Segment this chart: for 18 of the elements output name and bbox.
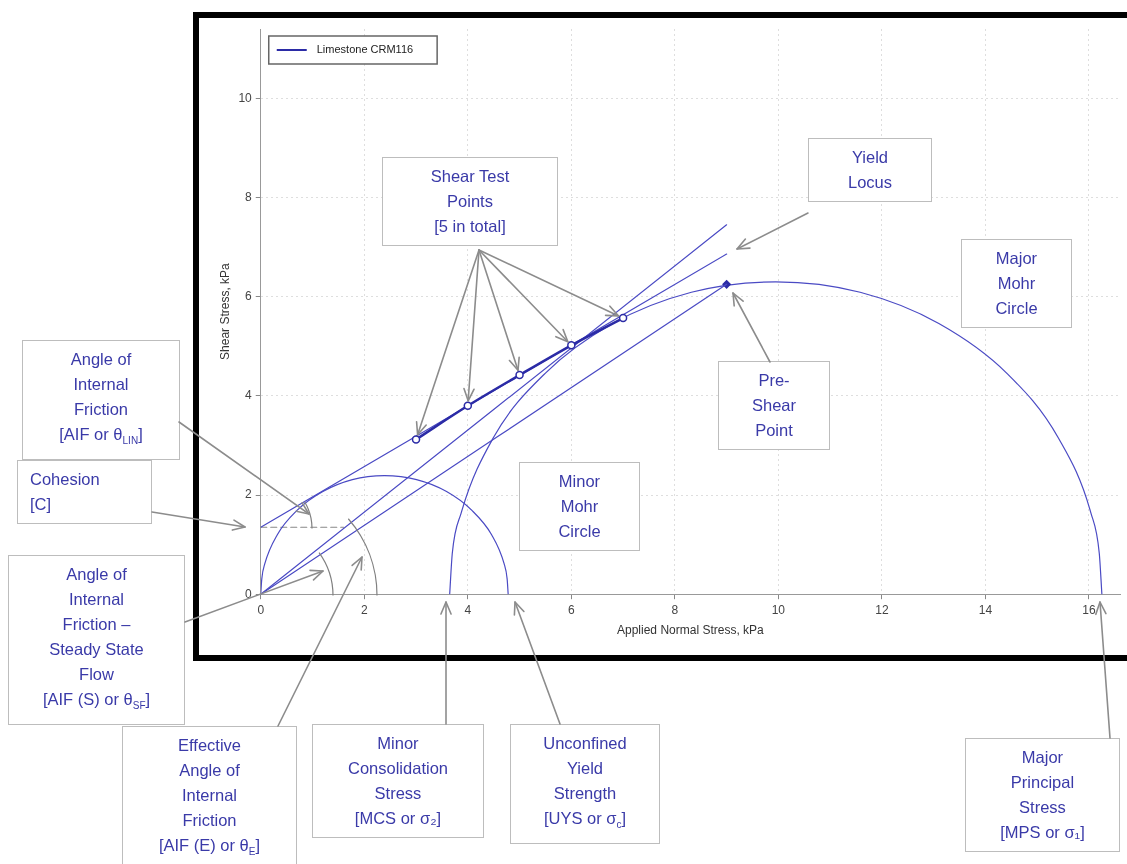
x-tick-label: 8 bbox=[671, 602, 679, 617]
x-tick-label: 16 bbox=[1082, 602, 1096, 617]
y-tick-label: 8 bbox=[245, 189, 253, 204]
y-axis-title: Shear Stress, kPa bbox=[217, 262, 232, 360]
x-axis-title: Applied Normal Stress, kPa bbox=[617, 623, 765, 638]
x-tick-label: 6 bbox=[567, 602, 575, 617]
y-tick-label: 0 bbox=[245, 586, 253, 601]
y-tick-label: 4 bbox=[245, 388, 253, 403]
x-tick-label: 2 bbox=[360, 602, 368, 617]
y-tick-label: 6 bbox=[245, 289, 253, 304]
x-tick-label: 10 bbox=[771, 602, 786, 617]
x-tick-label: 4 bbox=[464, 602, 472, 617]
x-tick-label: 12 bbox=[875, 602, 889, 617]
legend-label: Limestone CRM116 bbox=[316, 43, 414, 56]
y-tick-label: 2 bbox=[245, 487, 253, 502]
x-tick-label: 0 bbox=[257, 602, 265, 617]
y-tick-label: 10 bbox=[238, 90, 253, 105]
x-tick-label: 14 bbox=[978, 602, 993, 617]
